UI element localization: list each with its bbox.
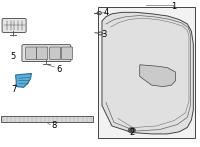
Text: 2: 2 [129,128,134,137]
Polygon shape [16,74,31,87]
FancyBboxPatch shape [2,19,26,32]
FancyBboxPatch shape [61,47,73,60]
FancyBboxPatch shape [37,47,48,60]
Text: 1: 1 [171,2,176,11]
Text: 7: 7 [11,85,16,94]
Text: 3: 3 [101,30,107,39]
Text: 4: 4 [103,8,109,17]
Bar [98,6,195,138]
Polygon shape [1,116,93,122]
FancyBboxPatch shape [50,47,61,60]
Text: 8: 8 [52,121,57,130]
Text: 6: 6 [57,65,62,74]
Circle shape [130,129,134,132]
Polygon shape [140,65,175,87]
FancyBboxPatch shape [22,45,71,62]
Text: 5: 5 [10,52,16,61]
Polygon shape [102,12,193,134]
FancyBboxPatch shape [26,47,37,60]
